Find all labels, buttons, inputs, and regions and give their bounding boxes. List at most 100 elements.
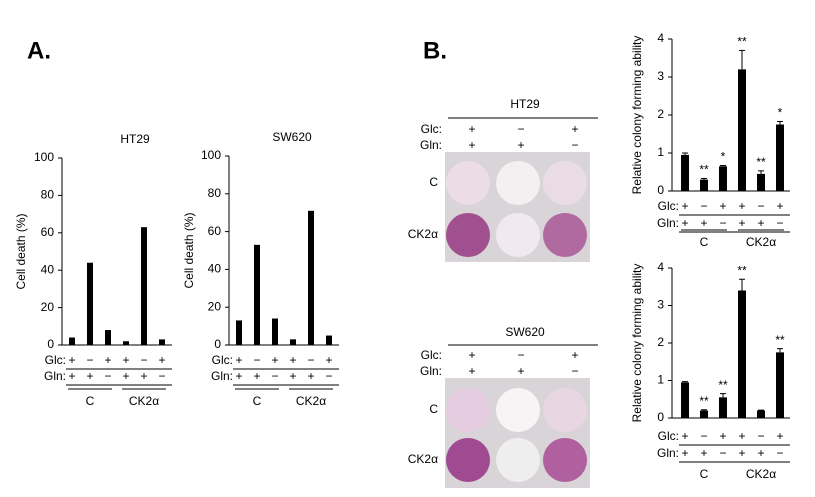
sign: +	[122, 369, 129, 383]
bar	[700, 410, 708, 418]
sign: +	[68, 353, 75, 367]
y-axis-label: Cell death (%)	[14, 213, 28, 289]
row-label: Glc:	[212, 353, 233, 367]
sign: −	[571, 364, 578, 378]
significance: **	[775, 333, 785, 347]
group-label: CK2α	[129, 394, 159, 408]
plate-title: HT29	[510, 97, 540, 111]
y-tick-label: 40	[208, 262, 222, 276]
bar	[105, 330, 111, 345]
bar	[308, 210, 314, 345]
y-tick-label: 0	[657, 410, 664, 424]
bar	[290, 339, 296, 345]
y-tick-label: 20	[208, 299, 222, 313]
significance: *	[721, 150, 726, 164]
sign: −	[271, 369, 278, 383]
bar	[719, 166, 727, 191]
sign: +	[325, 353, 332, 367]
significance: **	[699, 394, 709, 408]
group-label: C	[253, 394, 262, 408]
row-label: Glc:	[658, 429, 679, 443]
bar	[272, 318, 278, 345]
y-tick-label: 4	[657, 260, 664, 274]
row-label: Gln:	[420, 364, 442, 378]
y-tick-label: 3	[657, 69, 664, 83]
plate-title: SW620	[505, 325, 545, 339]
row-label: Gln:	[44, 369, 66, 383]
sign: +	[517, 364, 524, 378]
sign: +	[681, 446, 688, 460]
row-name: C	[429, 402, 438, 416]
sign: +	[738, 199, 745, 213]
bar	[738, 69, 746, 191]
sign: +	[289, 353, 296, 367]
y-tick-label: 1	[657, 373, 664, 387]
sign: +	[122, 353, 129, 367]
y-tick-label: 0	[47, 337, 54, 351]
sign: −	[571, 138, 578, 152]
row-label: Glc:	[421, 122, 442, 136]
row-name: C	[429, 175, 438, 189]
sign: −	[140, 353, 147, 367]
sign: +	[681, 199, 688, 213]
plate-image	[445, 152, 590, 262]
sign: +	[738, 446, 745, 460]
bar	[757, 173, 765, 191]
y-tick-label: 100	[201, 148, 221, 162]
sign: +	[468, 364, 475, 378]
y-tick-label: 40	[41, 262, 55, 276]
y-tick-label: 0	[214, 337, 221, 351]
y-tick-label: 1	[657, 145, 664, 159]
sign: +	[738, 216, 745, 230]
y-tick-label: 80	[41, 188, 55, 202]
sign: +	[571, 348, 578, 362]
significance: *	[778, 106, 783, 120]
bar	[236, 320, 242, 345]
sign: +	[307, 369, 314, 383]
y-tick-label: 100	[34, 150, 54, 164]
sign: +	[468, 348, 475, 362]
y-tick-label: 60	[41, 225, 55, 239]
sign: +	[289, 369, 296, 383]
sign: +	[681, 429, 688, 443]
bar	[87, 262, 93, 345]
y-tick-label: 0	[657, 183, 664, 197]
sign: −	[104, 369, 111, 383]
sign: −	[719, 446, 726, 460]
bar	[159, 339, 165, 345]
sign: +	[757, 446, 764, 460]
sign: +	[104, 353, 111, 367]
sign: +	[86, 369, 93, 383]
sign: −	[757, 429, 764, 443]
y-axis-label: Cell death (%)	[182, 212, 196, 288]
sign: −	[757, 199, 764, 213]
y-tick-label: 80	[208, 186, 222, 200]
sign: +	[776, 199, 783, 213]
sign: −	[719, 216, 726, 230]
row-name: CK2α	[408, 452, 438, 466]
sign: −	[158, 369, 165, 383]
bar	[776, 352, 784, 418]
y-tick-label: 2	[657, 335, 664, 349]
sign: −	[325, 369, 332, 383]
y-tick-label: 3	[657, 298, 664, 312]
sign: +	[719, 199, 726, 213]
row-label: Gln:	[657, 446, 679, 460]
y-tick-label: 2	[657, 107, 664, 121]
sign: +	[738, 429, 745, 443]
sign: −	[776, 446, 783, 460]
bar	[719, 397, 727, 418]
sign: +	[776, 429, 783, 443]
y-axis-label: Relative colony forming ability	[630, 264, 644, 423]
sign: −	[776, 216, 783, 230]
group-label: C	[700, 235, 709, 249]
group-label: C	[700, 467, 709, 481]
sign: −	[86, 353, 93, 367]
sign: +	[681, 216, 688, 230]
row-label: Gln:	[211, 369, 233, 383]
sign: −	[253, 353, 260, 367]
group-label: C	[86, 394, 95, 408]
sign: −	[700, 429, 707, 443]
